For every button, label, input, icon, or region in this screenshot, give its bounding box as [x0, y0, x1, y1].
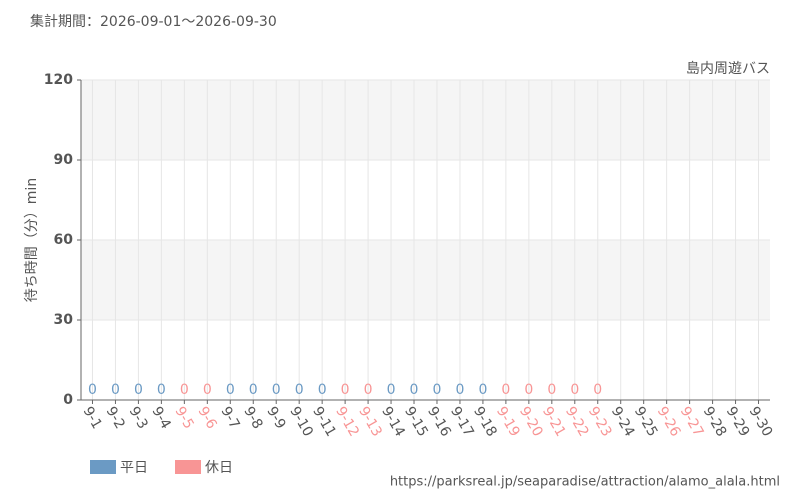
- data-label: 0: [547, 382, 556, 398]
- x-tick-label: 9-9: [263, 404, 288, 432]
- x-tick-label: 9-8: [240, 404, 265, 432]
- x-tick-label: 9-26: [654, 404, 684, 440]
- data-label: 0: [111, 382, 120, 398]
- x-tick-label: 9-24: [608, 404, 638, 440]
- x-tick-label: 9-13: [355, 404, 385, 440]
- x-tick-label: 9-18: [470, 404, 500, 440]
- source: https://parksreal.jp/seaparadise/attract…: [390, 475, 780, 490]
- y-tick-label: 60: [54, 232, 74, 248]
- x-tick-label: 9-19: [493, 404, 523, 440]
- data-label: 0: [295, 382, 304, 398]
- data-label: 0: [318, 382, 327, 398]
- data-label: 0: [501, 382, 510, 398]
- y-tick-label: 30: [54, 312, 74, 328]
- x-tick-label: 9-20: [516, 404, 546, 440]
- data-label: 0: [387, 382, 396, 398]
- legend-swatch: [175, 460, 201, 474]
- x-tick-label: 9-30: [746, 404, 776, 440]
- data-label: 0: [593, 382, 602, 398]
- grid-band: [81, 80, 770, 160]
- x-tick-label: 9-4: [148, 404, 173, 432]
- chart-title: 集計期間：2026-09-01～2026-09-30: [30, 13, 277, 30]
- x-tick-label: 9-15: [401, 404, 431, 440]
- data-label: 0: [157, 382, 166, 398]
- data-label: 0: [341, 382, 350, 398]
- x-tick-label: 9-3: [125, 404, 150, 432]
- x-tick-label: 9-16: [424, 404, 454, 440]
- y-tick-label: 0: [63, 392, 73, 408]
- x-tick-label: 9-1: [80, 404, 105, 432]
- x-tick-label: 9-6: [194, 404, 219, 432]
- x-tick-label: 9-25: [631, 404, 661, 440]
- legend-swatch: [90, 460, 116, 474]
- legend-label: 平日: [120, 460, 148, 476]
- x-tick-label: 9-28: [700, 404, 730, 440]
- data-label: 0: [88, 382, 97, 398]
- legend-label: 休日: [205, 460, 233, 476]
- x-tick-label: 9-12: [332, 404, 362, 440]
- data-label: 0: [134, 382, 143, 398]
- data-label: 0: [226, 382, 235, 398]
- y-tick-label: 120: [44, 72, 73, 88]
- data-label: 0: [410, 382, 419, 398]
- data-label: 0: [364, 382, 373, 398]
- y-tick-label: 90: [54, 152, 74, 168]
- data-label: 0: [272, 382, 281, 398]
- data-label: 0: [524, 382, 533, 398]
- x-tick-label: 9-23: [585, 404, 615, 440]
- x-tick-label: 9-5: [171, 404, 196, 432]
- data-label: 0: [203, 382, 212, 398]
- x-tick-label: 9-22: [562, 404, 592, 440]
- x-tick-label: 9-11: [309, 404, 339, 440]
- data-label: 0: [455, 382, 464, 398]
- subtitle: 島内周遊バス: [686, 61, 770, 77]
- data-label: 0: [249, 382, 258, 398]
- data-label: 0: [433, 382, 442, 398]
- data-label: 0: [180, 382, 189, 398]
- y-axis-label: 待ち時間（分）min: [24, 178, 40, 302]
- grid-band: [81, 240, 770, 320]
- x-tick-label: 9-10: [286, 404, 316, 440]
- x-tick-label: 9-2: [103, 404, 128, 432]
- data-label: 0: [478, 382, 487, 398]
- x-tick-label: 9-17: [447, 404, 477, 440]
- x-tick-label: 9-27: [677, 404, 707, 440]
- x-tick-label: 9-14: [378, 404, 408, 440]
- data-label: 0: [570, 382, 579, 398]
- x-tick-label: 9-29: [723, 404, 753, 440]
- x-tick-label: 9-21: [539, 404, 569, 440]
- x-tick-label: 9-7: [217, 404, 242, 432]
